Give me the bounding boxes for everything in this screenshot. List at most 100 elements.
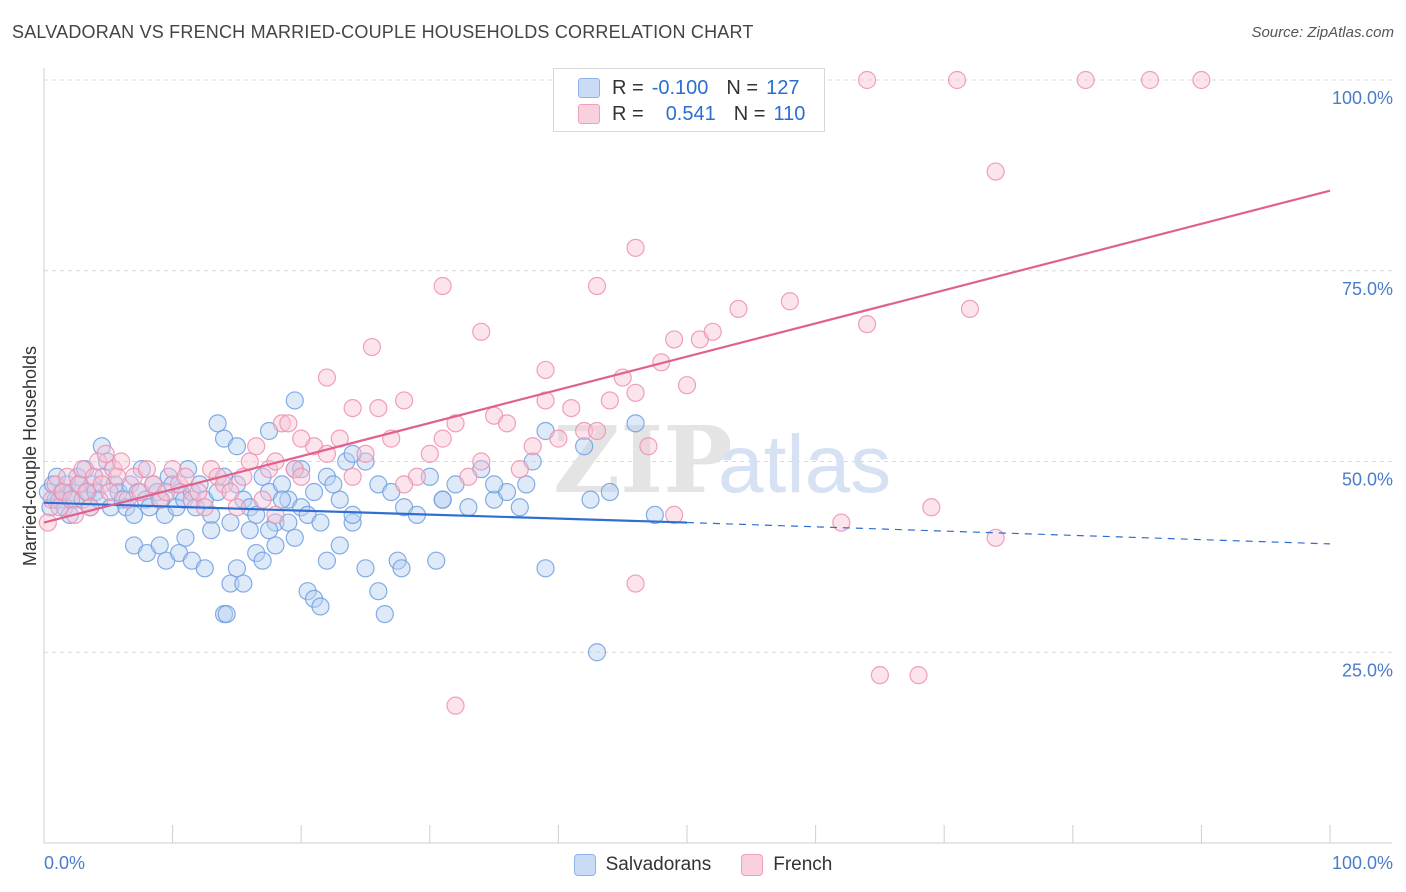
salvadorans-point — [259, 521, 279, 540]
series-swatch-salvadorans — [573, 854, 596, 876]
french-point — [626, 574, 645, 593]
trend-lines — [43, 189, 1331, 545]
legend-r-value: 0.541 — [665, 102, 716, 125]
salvadorans-point — [292, 460, 311, 479]
salvadorans-point — [510, 498, 529, 517]
data-points — [38, 70, 1211, 715]
salvadorans-point — [330, 536, 349, 555]
french-point — [292, 467, 311, 486]
french-point — [92, 475, 111, 494]
salvadorans-point — [266, 513, 285, 532]
french-point — [536, 391, 555, 410]
salvadorans-point — [247, 505, 266, 525]
salvadorans-point — [298, 582, 317, 601]
french-point — [523, 437, 542, 456]
french-point — [703, 322, 722, 341]
series-swatch-french — [741, 854, 764, 876]
salvadorans-point — [356, 559, 375, 578]
x-tick-label: 100.0% — [1332, 853, 1393, 873]
french-point — [446, 414, 465, 433]
french-point — [665, 505, 684, 525]
french-point — [369, 398, 388, 418]
salvadorans-point — [600, 482, 619, 502]
legend-r-value: -0.100 — [651, 76, 709, 99]
french-point — [317, 368, 337, 387]
legend-n-value: 127 — [766, 76, 800, 99]
salvadorans-point — [266, 536, 285, 555]
tick-labels: 25.0% 50.0% 75.0% 100.0% 0.0% 100.0% — [44, 88, 1393, 873]
french-point — [562, 398, 581, 418]
french-point — [150, 490, 169, 509]
correlation-legend: R = -0.100 N = 127 R = 0.541 N = 110 — [553, 68, 825, 132]
french-point — [272, 414, 292, 433]
french-point — [857, 315, 877, 334]
salvadorans-point — [581, 490, 600, 509]
french-point — [189, 482, 208, 502]
y-tick-label: 25.0% — [1342, 660, 1393, 680]
french-point — [69, 475, 88, 494]
french-point — [100, 482, 119, 502]
french-point — [247, 437, 266, 456]
salvadorans-point — [132, 460, 151, 479]
french-point — [587, 421, 607, 441]
salvadorans-point — [234, 574, 253, 593]
french-point — [362, 337, 382, 357]
series-legend: Salvadorans French — [0, 852, 1406, 878]
legend-swatch-salvadorans — [578, 78, 600, 98]
salvadorans-point — [253, 467, 272, 486]
salvadorans-point — [253, 551, 272, 570]
french-point — [472, 452, 491, 471]
salvadorans-point — [247, 543, 266, 563]
salvadorans-point — [227, 559, 246, 578]
salvadorans-point — [427, 551, 446, 570]
y-tick-label: 75.0% — [1342, 279, 1393, 299]
salvadorans-point — [202, 505, 221, 525]
salvadorans-point — [626, 414, 645, 433]
salvadorans-point — [311, 597, 330, 616]
french-point — [343, 467, 362, 486]
series-legend-french: French — [741, 852, 832, 878]
french-point — [909, 666, 928, 685]
salvadorans-point — [587, 643, 607, 662]
salvadorans-point — [285, 528, 304, 547]
french-point — [497, 414, 517, 433]
salvadorans-point — [195, 559, 214, 578]
french-point — [54, 482, 73, 502]
salvadorans-point — [202, 521, 221, 540]
y-tick-label: 100.0% — [1332, 88, 1393, 108]
french-point — [587, 276, 607, 296]
salvadorans-point — [343, 505, 362, 525]
salvadorans-point — [459, 498, 478, 517]
french-point — [227, 498, 246, 517]
chart-title: SALVADORAN VS FRENCH MARRIED-COUPLE HOUS… — [12, 22, 754, 42]
gridlines — [44, 79, 1392, 653]
french-point — [922, 498, 941, 517]
french-point — [176, 467, 195, 486]
salvadorans-point — [150, 536, 169, 555]
legend-swatch-french — [578, 104, 600, 124]
legend-row-french: R = 0.541 N = 110 — [578, 101, 805, 127]
french-point — [626, 383, 645, 402]
salvadorans-point — [420, 467, 439, 486]
french-trend-line — [43, 189, 1331, 524]
french-point — [85, 467, 104, 486]
french-point — [857, 70, 877, 90]
french-point — [356, 444, 375, 463]
salvadorans-point — [304, 589, 324, 608]
french-point — [285, 460, 304, 479]
french-point — [986, 528, 1005, 547]
legend-r-label: R = — [612, 102, 644, 125]
french-point — [1076, 70, 1095, 90]
french-point — [137, 460, 156, 479]
legend-row-salvadorans: R = -0.100 N = 127 — [578, 75, 799, 101]
french-point — [459, 467, 478, 486]
french-point — [947, 70, 967, 90]
french-point — [292, 429, 311, 448]
series-legend-salvadorans: Salvadorans — [573, 852, 711, 878]
salvadorans-point — [343, 513, 362, 532]
salvadorans-point — [272, 475, 292, 494]
french-point — [88, 452, 108, 471]
french-point — [96, 444, 115, 463]
french-point — [1140, 70, 1160, 90]
french-point — [639, 437, 658, 456]
